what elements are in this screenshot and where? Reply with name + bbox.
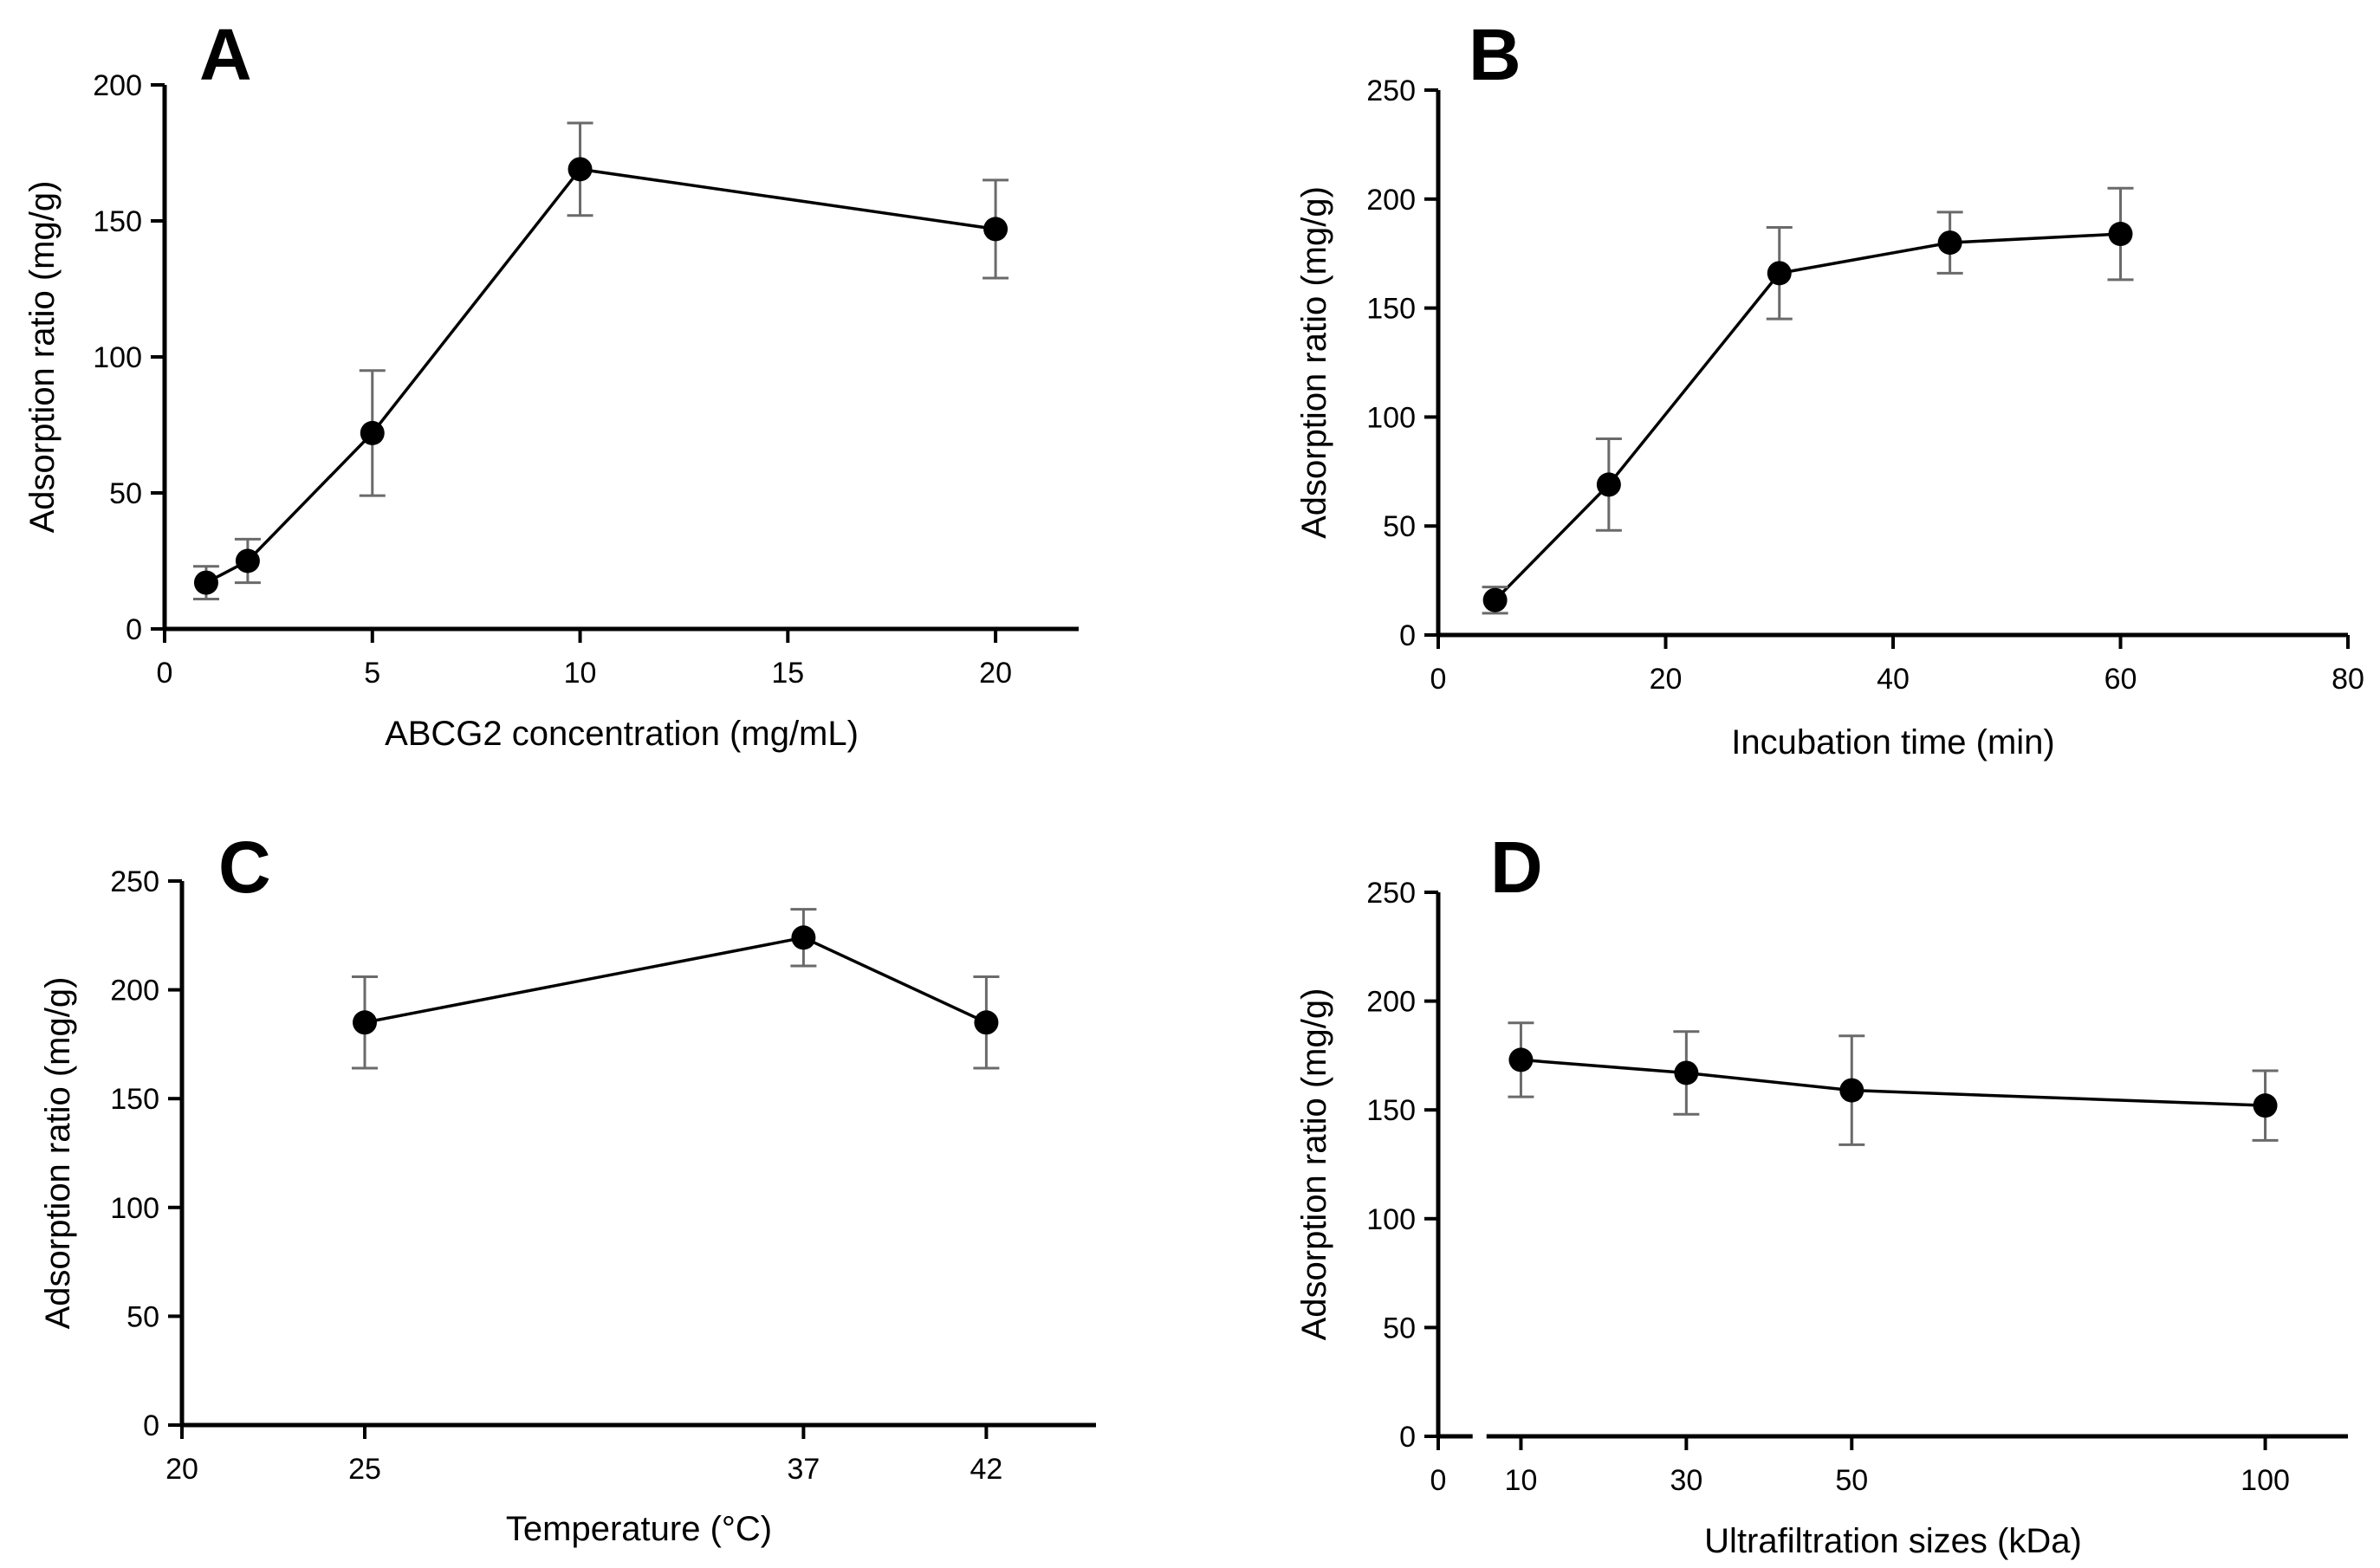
y-tick-label: 0: [126, 613, 142, 646]
x-tick-label: 15: [771, 657, 804, 690]
x-tick-label: 5: [364, 657, 380, 690]
y-axis-title: Adsorption ratio (mg/g): [39, 977, 77, 1330]
y-tick-label: 50: [126, 1300, 159, 1333]
x-tick-label: 100: [2241, 1464, 2290, 1497]
x-axis-title: Incubation time (min): [1731, 723, 2054, 761]
x-tick-label: 60: [2104, 663, 2137, 696]
data-point: [1674, 1060, 1699, 1085]
data-point: [1596, 472, 1621, 497]
x-tick-label: 30: [1670, 1464, 1702, 1497]
y-tick-label: 50: [1383, 510, 1416, 543]
y-tick-label: 150: [1366, 1094, 1416, 1127]
y-tick-label: 250: [110, 865, 159, 898]
y-tick-label: 0: [143, 1409, 159, 1442]
x-tick-label: 40: [1877, 663, 1910, 696]
x-tick-label: 20: [1650, 663, 1683, 696]
x-tick-label: 20: [979, 657, 1012, 690]
y-tick-label: 0: [1399, 1421, 1416, 1454]
y-tick-label: 150: [1366, 293, 1416, 326]
y-tick-label: 250: [1366, 75, 1416, 107]
series-line: [205, 167, 996, 585]
y-tick-label: 250: [1366, 877, 1416, 910]
data-point: [2108, 222, 2133, 247]
x-tick-label: 10: [1505, 1464, 1538, 1497]
x-tick-label: 0: [157, 657, 173, 690]
series-line: [1494, 232, 2121, 601]
x-axis-title: Temperature (°C): [506, 1510, 772, 1548]
data-point: [791, 925, 816, 950]
y-tick-label: 0: [1399, 619, 1416, 652]
x-tick-label: 42: [970, 1453, 1002, 1486]
x-axis-title: ABCG2 concentration (mg/mL): [385, 715, 859, 753]
y-axis-title: Adsorption ratio (mg/g): [1295, 988, 1333, 1341]
x-tick-label: 25: [348, 1453, 381, 1486]
y-axis-title: Adsorption ratio (mg/g): [23, 181, 62, 534]
series-line: [1521, 1058, 2266, 1107]
series-line: [364, 936, 988, 1024]
x-tick-label: 37: [787, 1453, 820, 1486]
data-point: [1937, 230, 1962, 256]
data-point: [983, 217, 1008, 242]
y-tick-label: 200: [1366, 986, 1416, 1019]
data-point: [193, 570, 218, 595]
chart-panel-a: A 0 50 100 150 200 0 5 10 15 20 ABCG2 concentration…: [23, 14, 1079, 753]
data-point: [235, 548, 260, 573]
y-tick-label: 100: [1366, 401, 1416, 434]
y-tick-label: 150: [93, 205, 142, 238]
y-tick-label: 200: [110, 975, 159, 1008]
y-tick-label: 100: [93, 341, 142, 374]
data-point: [1482, 587, 1508, 612]
y-tick-label: 100: [110, 1192, 159, 1225]
data-point: [360, 420, 385, 445]
data-point: [567, 157, 593, 182]
data-point: [974, 1010, 999, 1035]
chart-panel-c: C 0 50 100 150 200 250 20 25 37 42 Temperature (°C)…: [39, 826, 1096, 1548]
data-point: [353, 1010, 377, 1035]
panel-letter-b: B: [1469, 14, 1521, 95]
x-tick-label: 50: [1835, 1464, 1868, 1497]
x-tick-label: 0: [1430, 663, 1447, 696]
x-axis-title: Ultrafiltration sizes (kDa): [1704, 1522, 2082, 1560]
y-axis-title: Adsorption ratio (mg/g): [1295, 186, 1333, 539]
data-point: [2253, 1093, 2278, 1118]
x-tick-label: 10: [564, 657, 597, 690]
y-tick-label: 100: [1366, 1203, 1416, 1236]
y-tick-label: 50: [109, 477, 142, 510]
panel-letter-a: A: [199, 14, 252, 95]
y-tick-label: 200: [1366, 184, 1416, 217]
data-point: [1767, 261, 1792, 286]
x-tick-label: 0: [1430, 1464, 1447, 1497]
y-tick-label: 150: [110, 1083, 159, 1116]
data-point: [1508, 1047, 1534, 1072]
x-tick-label: 20: [165, 1453, 198, 1486]
chart-panel-d: D 0 50 100 150 200 250 0 10 30 50 100 Ultrafiltratio…: [1295, 826, 2348, 1560]
y-tick-label: 50: [1383, 1312, 1416, 1344]
data-point: [1839, 1078, 1864, 1103]
panel-letter-c: C: [218, 826, 271, 908]
panel-letter-d: D: [1490, 826, 1543, 908]
chart-panel-b: B 0 50 100 150 200 250 0 20 40 60 80 Incubation time…: [1295, 14, 2364, 761]
y-tick-label: 200: [93, 69, 142, 102]
x-tick-label: 80: [2331, 663, 2364, 696]
